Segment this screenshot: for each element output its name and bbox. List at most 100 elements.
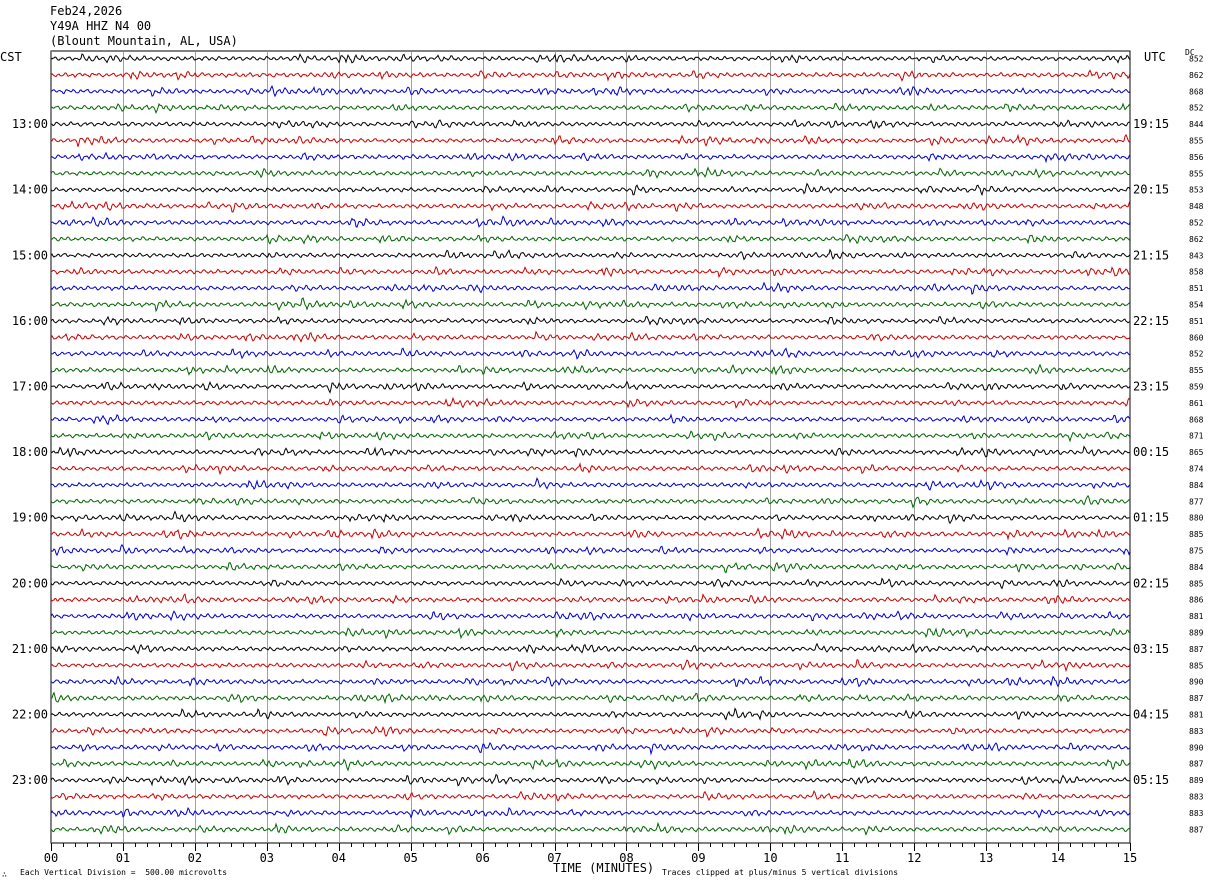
dc-offset-label: 861 (1189, 399, 1204, 408)
dc-offset-label: 860 (1189, 333, 1204, 342)
seismic-trace (50, 821, 1131, 836)
dc-offset-label: 851 (1189, 317, 1204, 326)
dc-offset-label: 889 (1189, 776, 1204, 785)
dc-offset-label: 885 (1189, 530, 1204, 539)
right-hour-label: 02:15 (1133, 576, 1169, 590)
dc-offset-label: 853 (1189, 186, 1204, 195)
seismic-trace (50, 85, 1131, 98)
dc-offset-label: 868 (1189, 87, 1204, 96)
dc-offset-label: 871 (1189, 432, 1204, 441)
dc-offset-label: 884 (1189, 481, 1204, 490)
seismic-trace (50, 347, 1131, 360)
dc-offset-label: 848 (1189, 202, 1204, 211)
x-tick-label: 04 (332, 851, 346, 865)
seismic-trace (50, 577, 1131, 590)
dc-offset-label: 862 (1189, 235, 1204, 244)
seismic-trace (50, 265, 1130, 279)
dc-offset-label: 886 (1189, 596, 1204, 605)
x-tick-label: 07 (547, 851, 561, 865)
trace-group (50, 52, 1131, 836)
seismic-trace (50, 593, 1131, 605)
seismic-trace (50, 182, 1131, 197)
dc-offset-label: 885 (1189, 661, 1204, 670)
x-tick-label: 14 (1051, 851, 1065, 865)
dc-offset-label: 885 (1189, 579, 1204, 588)
x-tick-label: 11 (835, 851, 849, 865)
x-tick-label: 09 (691, 851, 705, 865)
left-hour-label: 23:00 (12, 773, 48, 787)
dc-offset-label: 855 (1189, 366, 1204, 375)
dc-offset-label: 862 (1189, 71, 1204, 80)
seismic-trace (50, 627, 1131, 640)
x-tick-label: 03 (260, 851, 274, 865)
dc-offset-label: 854 (1189, 301, 1204, 310)
corner-mark: ∴ (2, 870, 7, 879)
seismic-trace (51, 527, 1131, 541)
dc-offset-label: 852 (1189, 55, 1204, 64)
left-hour-label: 16:00 (12, 314, 48, 328)
seismic-trace (50, 675, 1130, 688)
dc-offset-label: 883 (1189, 809, 1204, 818)
seismic-trace (50, 462, 1131, 476)
right-hour-label: 04:15 (1133, 708, 1169, 722)
right-hour-label: 19:15 (1133, 117, 1169, 131)
seismic-trace (50, 363, 1131, 376)
station-label: Y49A HHZ N4 00 (50, 19, 152, 33)
x-tick-label: 13 (979, 851, 993, 865)
seismic-trace (50, 610, 1131, 622)
left-hour-label: 21:00 (12, 642, 48, 656)
seismic-trace (50, 215, 1131, 228)
dc-offset-label: 865 (1189, 448, 1204, 457)
seismic-trace (50, 691, 1131, 705)
dc-offset-label: 887 (1189, 694, 1204, 703)
plot-frame (50, 50, 1131, 844)
seismic-trace (50, 200, 1131, 213)
right-hour-label: 05:15 (1133, 773, 1169, 787)
location-label: (Blount Mountain, AL, USA) (50, 34, 238, 48)
dc-offset-label: 881 (1189, 612, 1204, 621)
seismic-trace (50, 658, 1131, 673)
dc-offset-label: 852 (1189, 104, 1204, 113)
dc-offset-label: 858 (1189, 268, 1204, 277)
seismic-trace (50, 133, 1130, 147)
seismic-trace (50, 807, 1131, 819)
dc-offset-label: 887 (1189, 760, 1204, 769)
x-axis-title: TIME (MINUTES) (553, 861, 655, 875)
dc-offset-label: 887 (1189, 645, 1204, 654)
dc-offset-label: 856 (1189, 153, 1204, 162)
seismic-trace (50, 315, 1131, 327)
seismic-trace (50, 118, 1131, 130)
minute-grid (50, 50, 1131, 851)
right-hour-label: 00:15 (1133, 445, 1169, 459)
seismic-trace (50, 725, 1131, 738)
dc-offset-label: 884 (1189, 563, 1204, 572)
right-hour-label: 22:15 (1133, 314, 1169, 328)
seismic-trace (50, 166, 1131, 179)
dc-offset-label: 874 (1189, 465, 1204, 474)
dc-offset-label: 889 (1189, 629, 1204, 638)
seismic-trace (50, 380, 1131, 394)
x-tick-label: 01 (116, 851, 130, 865)
seismic-trace (50, 642, 1131, 655)
right-hour-label: 23:15 (1133, 380, 1169, 394)
right-hour-label: 21:15 (1133, 248, 1169, 262)
seismic-trace (50, 151, 1131, 164)
dc-offset-label: 890 (1189, 678, 1204, 687)
dc-offset-label: 855 (1189, 137, 1204, 146)
x-tick-label: 06 (475, 851, 489, 865)
left-hour-label: 13:00 (12, 117, 48, 131)
seismic-trace (50, 790, 1131, 802)
seismic-trace (50, 494, 1131, 509)
dc-offset-label: 852 (1189, 219, 1204, 228)
axis-labels: 00 01 02 03 04 05 06 07 08 09 10 11 12 13 14 15 852 862 86… (12, 55, 1204, 866)
seismic-trace (50, 413, 1131, 426)
x-tick-label: 05 (403, 851, 417, 865)
dc-offset-label: 887 (1189, 825, 1204, 834)
dc-offset-label: 852 (1189, 350, 1204, 359)
right-hour-label: 20:15 (1133, 183, 1169, 197)
seismic-trace (50, 233, 1131, 245)
seismic-trace (50, 102, 1131, 115)
seismic-trace (50, 430, 1131, 443)
seismic-trace (50, 773, 1131, 787)
